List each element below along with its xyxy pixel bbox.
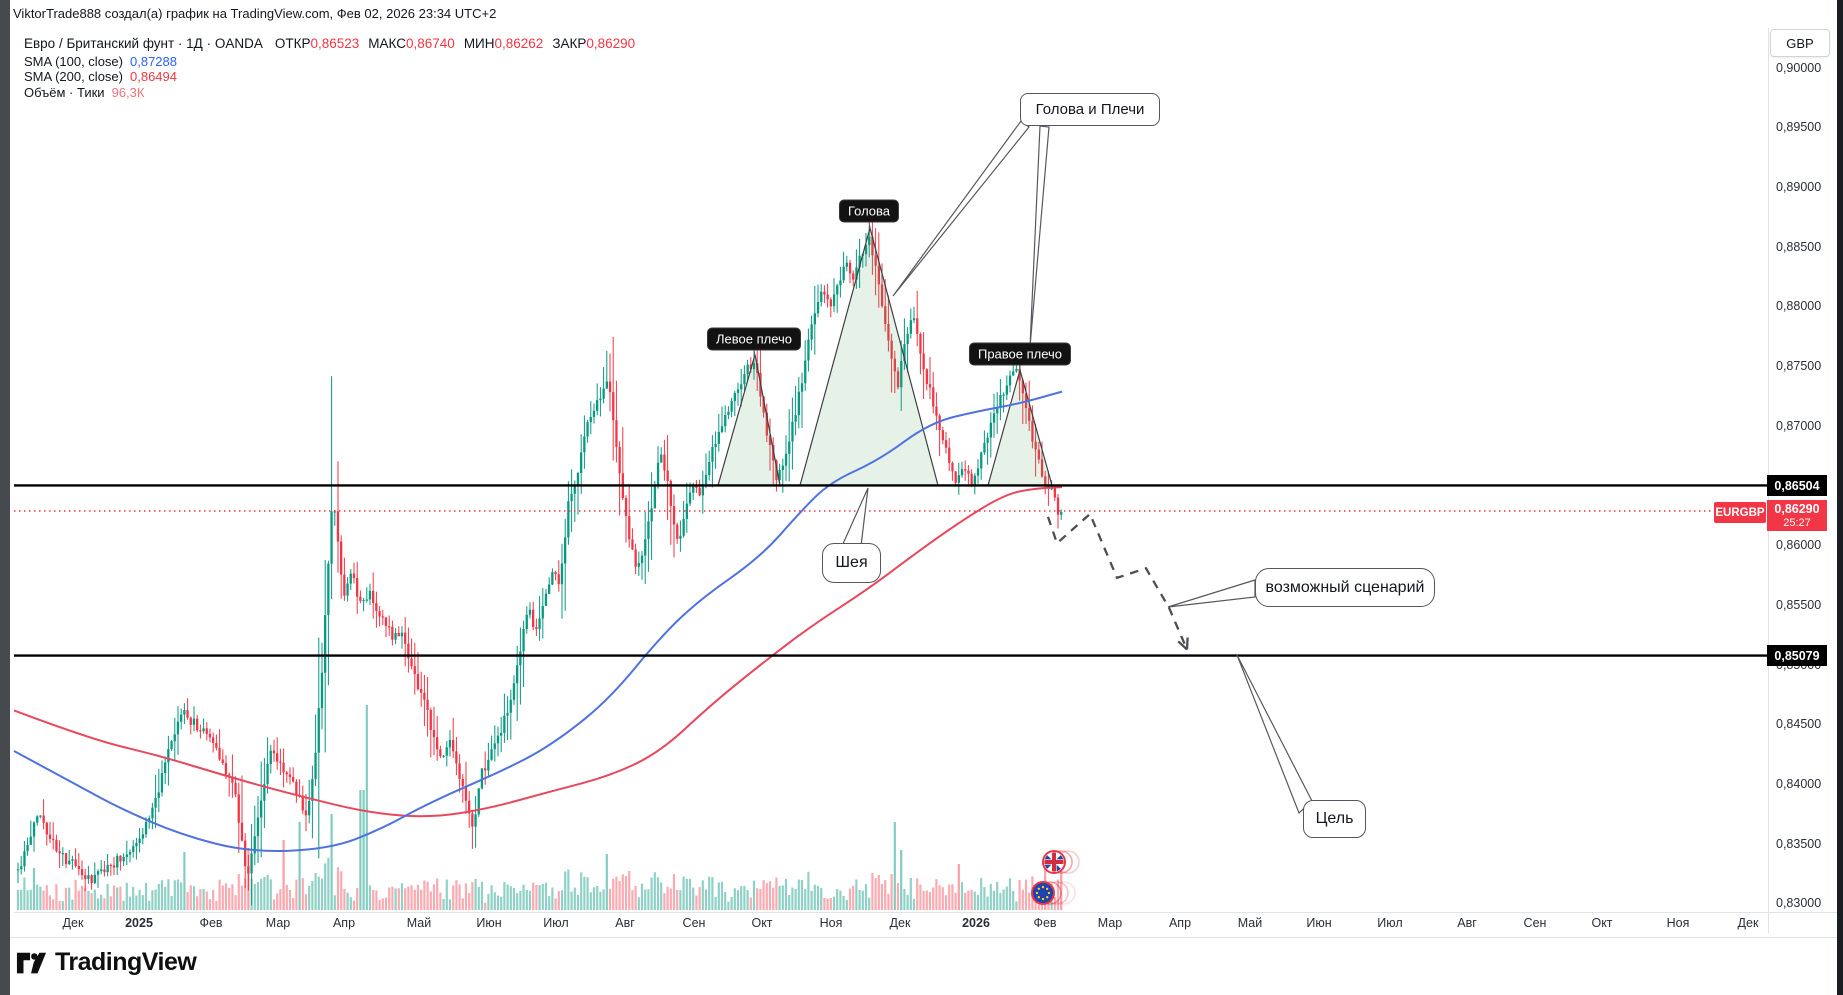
sma100-label: SMA (100, close): [24, 53, 123, 69]
sma100-value: 0,87288: [130, 53, 177, 69]
legend-symbol-row[interactable]: Евро / Британский фунт · 1Д · OANDA ОТКР…: [24, 36, 635, 52]
price-tick-label: 0,87500: [1776, 359, 1822, 373]
target-price-badge: 0,85079: [1767, 645, 1827, 666]
time-tick-label: Май: [406, 916, 432, 930]
bar-countdown: 25:27: [1783, 516, 1811, 529]
right-shoulder-label[interactable]: Правое плечо: [968, 342, 1072, 366]
time-tick-label: Июн: [1306, 916, 1332, 930]
price-tick-label: 0,83500: [1776, 836, 1822, 851]
time-tick-label: Авг: [615, 916, 635, 930]
time-tick-label: Апр: [1168, 916, 1192, 930]
current-price-value: 0,86290: [1774, 501, 1820, 516]
ohlc-low: МИН0,86262: [463, 36, 544, 52]
neckline-price-badge: 0,86504: [1767, 475, 1827, 496]
head-shoulders-callout[interactable]: Голова и Плечи: [1020, 93, 1160, 126]
time-tick-label: Мар: [265, 916, 291, 930]
price-tick-label: 0,89000: [1776, 179, 1822, 194]
page-left-border: [0, 0, 10, 995]
time-axis-border: [14, 912, 1837, 913]
eur-flag-icon: [1031, 881, 1076, 905]
price-tick-label: 0,89500: [1776, 120, 1822, 135]
current-price-badge: 0,86290 25:27: [1767, 500, 1827, 531]
legend-sma100-row[interactable]: SMA (100, close) 0,87288: [24, 54, 635, 70]
time-tick-label: Фев: [199, 916, 223, 930]
scenario-callout[interactable]: возможный сценарий: [1255, 568, 1435, 607]
neckline-callout[interactable]: Шея: [822, 543, 881, 583]
time-tick-label: Ноя: [819, 916, 843, 930]
price-tick-label: 0,84500: [1776, 717, 1822, 732]
chart-card-bottom-border: [10, 937, 1837, 938]
time-tick-label: Дек: [889, 916, 911, 930]
price-tick-label: 0,84000: [1776, 776, 1822, 791]
price-tick-label: 0,86000: [1776, 538, 1822, 553]
ohlc-high: МАКС0,86740: [368, 36, 455, 52]
time-tick-label: 2026: [962, 916, 990, 930]
time-tick-label: Авг: [1457, 916, 1477, 930]
symbol-title: Евро / Британский фунт · 1Д · OANDA: [24, 36, 263, 52]
time-tick-label: 2025: [125, 916, 153, 930]
time-tick-label: Сен: [1523, 916, 1547, 930]
ohlc-close: ЗАКР0,86290: [552, 36, 636, 52]
price-tick-label: 0,88000: [1776, 299, 1822, 314]
sma200-label: SMA (200, close): [24, 69, 123, 85]
target-callout[interactable]: Цель: [1303, 800, 1366, 838]
tradingview-logo[interactable]: TradingView: [16, 948, 197, 977]
chart-legend[interactable]: Евро / Британский фунт · 1Д · OANDA ОТКР…: [24, 36, 635, 100]
time-tick-label: Сен: [682, 916, 706, 930]
time-tick-label: Июн: [476, 916, 502, 930]
time-tick-label: Окт: [751, 916, 773, 930]
time-tick-label: Май: [1237, 916, 1263, 930]
price-tick-label: 0,83000: [1776, 896, 1822, 911]
volume-value: 96,3К: [111, 84, 145, 100]
tradingview-logo-icon: [16, 952, 46, 973]
symbol-price-label: EURGBP: [1714, 502, 1766, 523]
ohlc-open: ОТКР0,86523: [274, 36, 360, 52]
time-tick-label: Ноя: [1666, 916, 1690, 930]
ohlc-values: ОТКР0,86523 МАКС0,86740 МИН0,86262 ЗАКР0…: [275, 36, 635, 51]
sma200-value: 0,86494: [130, 69, 177, 85]
time-tick-label: Мар: [1097, 916, 1123, 930]
page-right-border: [1837, 0, 1843, 995]
price-tick-label: 0,85500: [1776, 597, 1822, 612]
price-tick-label: 0,87000: [1776, 418, 1822, 433]
time-tick-label: Дек: [62, 916, 84, 930]
time-tick-label: Фев: [1033, 916, 1057, 930]
head-label[interactable]: Голова: [838, 199, 900, 223]
price-tick-label: 0,90000: [1776, 60, 1822, 75]
gbp-flag-icon: [1042, 850, 1080, 874]
volume-label: Объём · Тики: [24, 84, 105, 100]
time-tick-label: Июл: [543, 916, 569, 930]
time-tick-label: Июл: [1377, 916, 1403, 930]
time-tick-label: Окт: [1591, 916, 1613, 930]
creator-bar: ViktorTrade888 создал(а) график на Tradi…: [13, 6, 497, 21]
legend-sma200-row[interactable]: SMA (200, close) 0,86494: [24, 69, 635, 85]
price-tick-label: 0,88500: [1776, 239, 1822, 254]
tradingview-logo-text: TradingView: [55, 948, 197, 976]
currency-toggle-button[interactable]: GBP: [1770, 29, 1830, 57]
legend-volume-row[interactable]: Объём · Тики 96,3К: [24, 85, 635, 101]
left-shoulder-label[interactable]: Левое плечо: [706, 327, 802, 351]
time-tick-label: Дек: [1737, 916, 1759, 930]
time-tick-label: Апр: [332, 916, 356, 930]
